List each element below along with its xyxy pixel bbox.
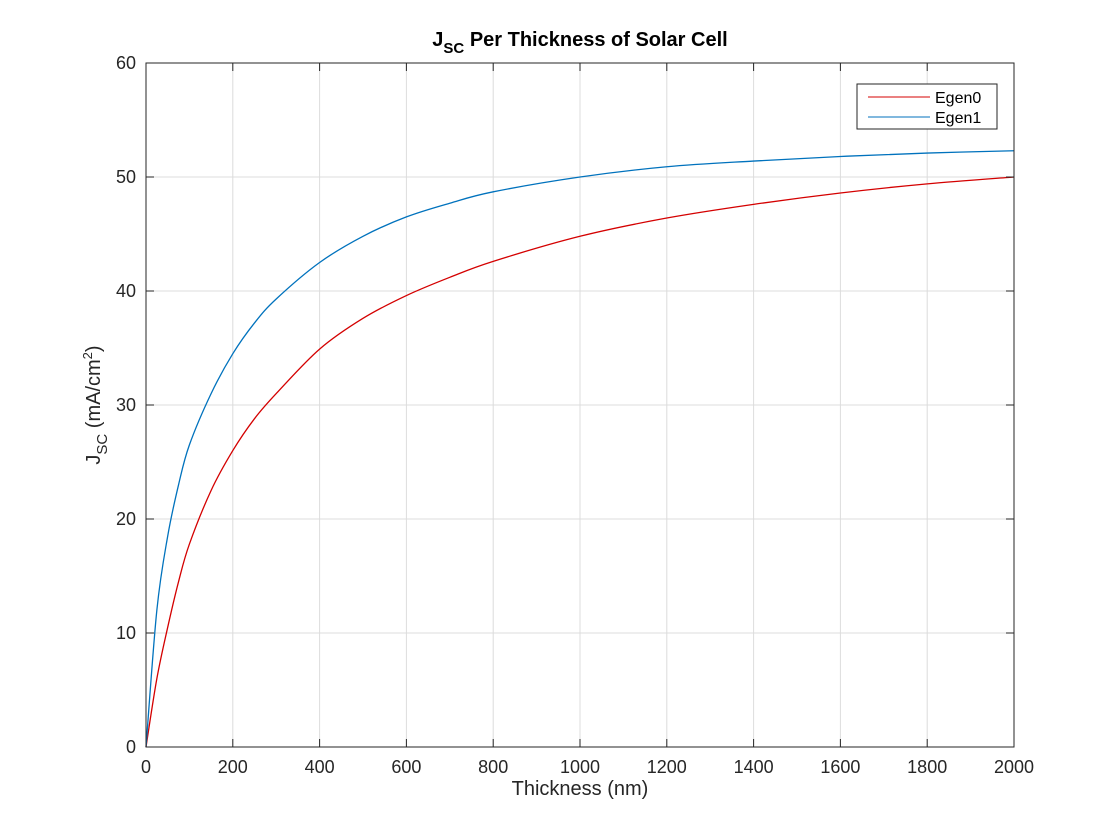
series-line-egen1: [145, 150, 1015, 748]
y-tick-label: 20: [116, 509, 136, 529]
x-tick-label: 0: [141, 757, 151, 777]
y-axis-label: JSC (mA/cm2): [80, 345, 111, 464]
x-tick-label: 600: [391, 757, 421, 777]
y-tick-label: 50: [116, 167, 136, 187]
y-tick-label: 60: [116, 53, 136, 73]
series-lines: [145, 150, 1015, 748]
legend: Egen0 Egen1: [856, 83, 998, 130]
y-tick-label: 0: [126, 737, 136, 757]
x-tick-label: 1000: [560, 757, 600, 777]
x-tick-label: 1600: [820, 757, 860, 777]
x-tick-label: 1800: [907, 757, 947, 777]
y-tick-label: 40: [116, 281, 136, 301]
tick-labels: 0 200 400 600 800 1000 1200 1400 1600 1800 2000 0 10…: [116, 53, 1034, 777]
x-axis-label: Thickness (nm): [512, 778, 649, 800]
y-axis-label-sup: 2: [80, 352, 95, 359]
ticks: [145, 62, 1015, 748]
chart-title: JSC Per Thickness of Solar Cell: [432, 29, 727, 57]
y-axis-label-end: ): [83, 345, 105, 352]
y-tick-label: 30: [116, 395, 136, 415]
y-axis-label-rest: (mA/cm: [83, 359, 105, 433]
y-axis-label-sub: SC: [94, 434, 111, 455]
x-tick-label: 400: [305, 757, 335, 777]
legend-label-egen1: Egen1: [935, 110, 981, 127]
series-line-egen0: [145, 176, 1015, 748]
x-tick-label: 1400: [734, 757, 774, 777]
chart-title-rest: Per Thickness of Solar Cell: [464, 29, 727, 51]
y-tick-label: 10: [116, 623, 136, 643]
chart-title-sub: SC: [443, 40, 464, 57]
x-tick-label: 2000: [994, 757, 1034, 777]
legend-label-egen0: Egen0: [935, 90, 981, 107]
y-axis-label-main: J: [83, 455, 105, 465]
x-tick-label: 800: [478, 757, 508, 777]
chart-title-main: J: [432, 29, 443, 51]
x-tick-label: 1200: [647, 757, 687, 777]
x-tick-label: 200: [218, 757, 248, 777]
legend-box: [856, 83, 998, 130]
